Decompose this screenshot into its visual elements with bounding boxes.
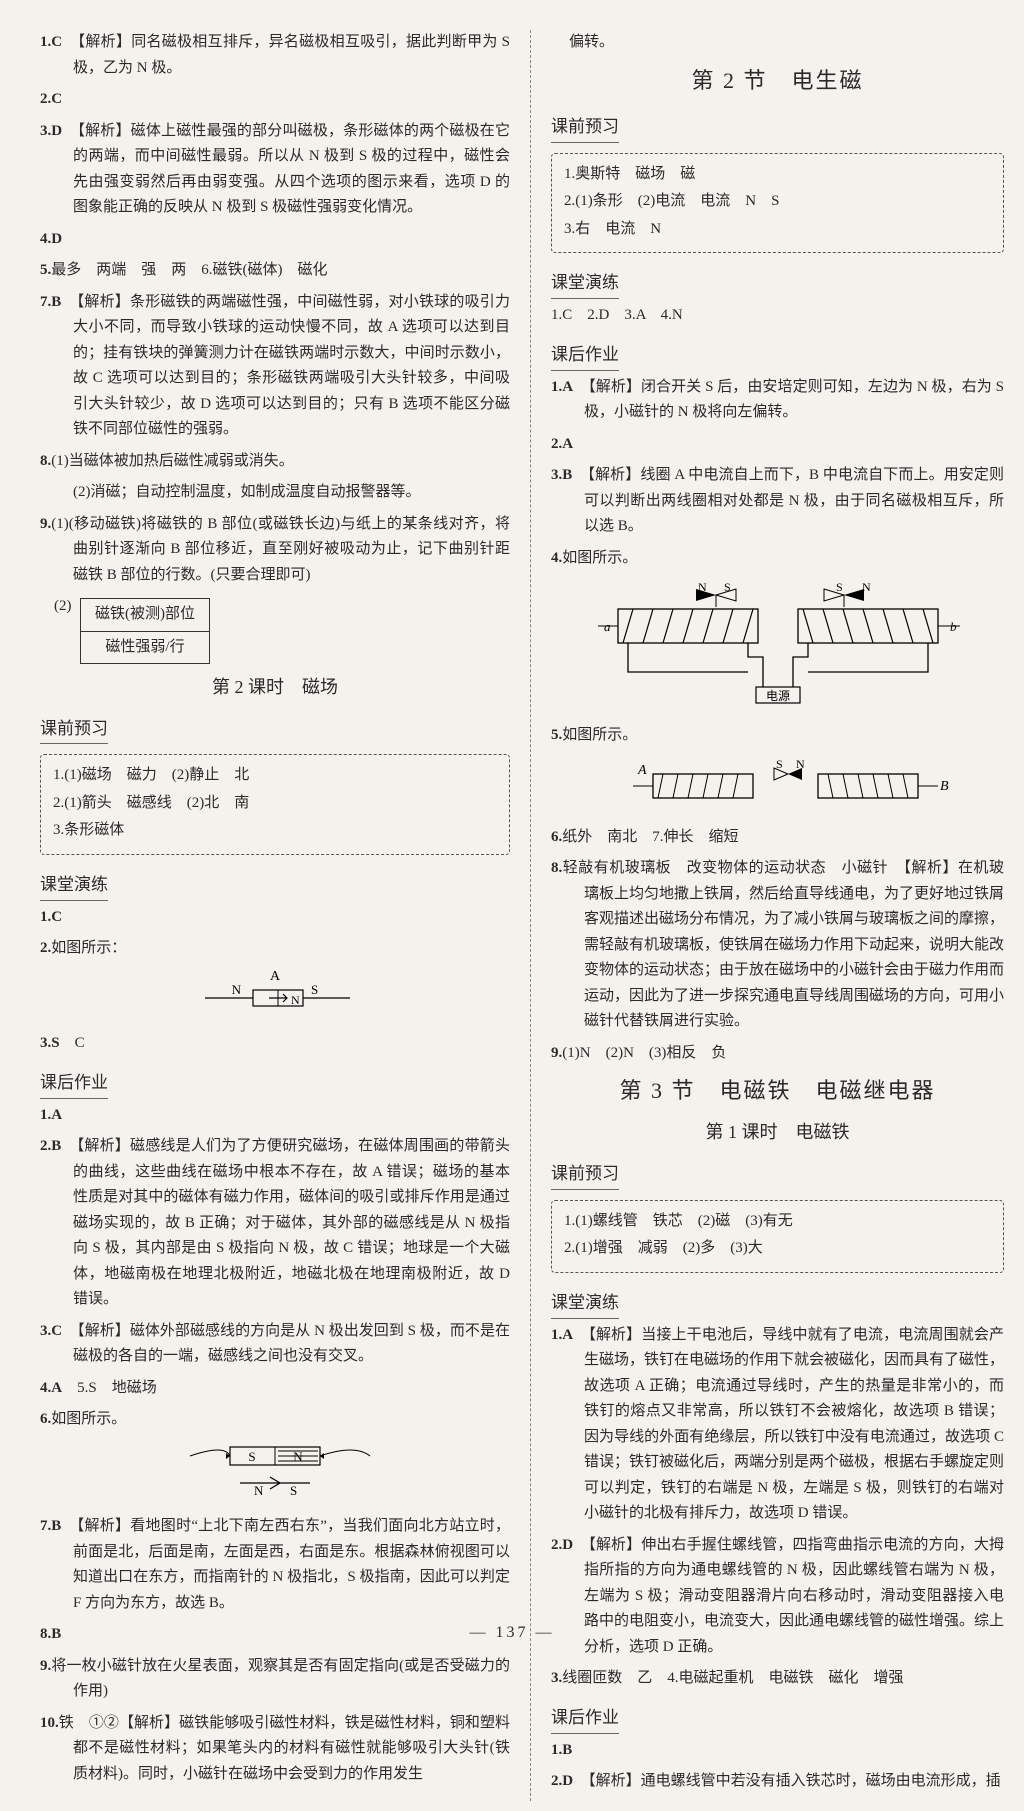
table-cell: 磁性强弱/行	[81, 631, 210, 664]
q9-2-label: (2)	[40, 594, 80, 620]
svg-text:N: N	[254, 1483, 264, 1498]
h7: 7.B 【解析】看地图时“上北下南左西右东”，当我们面向北方站立时，前面是北，后…	[40, 1514, 510, 1616]
r3-pre-line: 2.(1)增强 减弱 (2)多 (3)大	[564, 1236, 991, 1262]
svg-text:S: S	[290, 1483, 297, 1498]
q3d: 3.D 【解析】磁体上磁性最强的部分叫磁极，条形磁体的两个磁极在它的两端，而中间…	[40, 119, 510, 221]
r-preview-head: 课前预习	[551, 113, 619, 143]
h10: 10.铁 ①②【解析】磁铁能够吸引磁性材料，铁是磁性材料，铜和塑料都不是磁性材料…	[40, 1711, 510, 1788]
q8-2: (2)消磁；自动控制温度，如制成温度自动报警器等。	[40, 480, 510, 506]
q7b: 7.B 【解析】条形磁铁的两端磁性强，中间磁性弱，对小铁球的吸引力大小不同，而导…	[40, 290, 510, 443]
fig6: S N N S	[40, 1439, 510, 1509]
r3c3: 3.线圈匝数 乙 4.电磁起重机 电磁铁 磁化 增强	[551, 1666, 1004, 1692]
r-hw-head: 课后作业	[551, 341, 619, 371]
rh6: 6.纸外 南北 7.伸长 缩短	[551, 825, 1004, 851]
r3-hw-head: 课后作业	[551, 1704, 619, 1734]
lesson2-title: 第 2 课时 磁场	[40, 672, 510, 703]
r-class-line: 1.C 2.D 3.A 4.N	[551, 303, 1004, 329]
svg-text:N: N	[232, 982, 242, 997]
sec3-title: 第 3 节 电磁铁 电磁继电器	[551, 1072, 1004, 1109]
fig2-A: A	[270, 969, 281, 984]
cont: 偏转。	[551, 30, 1004, 56]
r3-preview-head: 课前预习	[551, 1160, 619, 1190]
q1c: 1.C 【解析】同名磁极相互排斥，异名磁极相互吸引，据此判断甲为 S 极，乙为 …	[40, 30, 510, 81]
rh8: 8.轻敲有机玻璃板 改变物体的运动状态 小磁针 【解析】在机玻璃板上均匀地撒上铁…	[551, 856, 1004, 1035]
r-pre-line: 1.奥斯特 磁场 磁	[564, 162, 991, 188]
fig5: A S N B	[551, 754, 1004, 819]
r-pre-line: 3.右 电流 N	[564, 217, 991, 243]
fig4: N S S N a	[551, 577, 1004, 717]
fig4-src: 电源	[765, 689, 789, 703]
lesson1-title: 第 1 课时 电磁铁	[551, 1117, 1004, 1148]
svg-text:S: S	[311, 982, 318, 997]
table-cell: 磁铁(被测)部位	[81, 599, 210, 632]
r-class-head: 课堂演练	[551, 269, 619, 299]
r3-preview-box: 1.(1)螺线管 铁芯 (2)磁 (3)有无 2.(1)增强 减弱 (2)多 (…	[551, 1200, 1004, 1273]
svg-text:A: A	[637, 763, 647, 778]
rh3: 3.B 【解析】线圈 A 中电流自上而下，B 中电流自下而上。用安定则可以判断出…	[551, 463, 1004, 540]
r-pre-line: 2.(1)条形 (2)电流 电流 N S	[564, 189, 991, 215]
h3: 3.C 【解析】磁体外部磁感线的方向是从 N 极出发回到 S 极，而不是在磁极的…	[40, 1319, 510, 1370]
column-divider	[530, 30, 531, 1801]
rh5: 5.如图所示。	[551, 723, 1004, 749]
svg-text:S: S	[836, 580, 843, 594]
pre-line: 2.(1)箭头 磁感线 (2)北 南	[53, 791, 497, 817]
rh4: 4.如图所示。	[551, 546, 1004, 572]
r3h2: 2.D 【解析】通电螺线管中若没有插入铁芯时，磁场由电流形成，插	[551, 1769, 1004, 1795]
svg-text:N: N	[291, 993, 300, 1007]
h1: 1.A	[40, 1103, 510, 1129]
r3c1: 1.A 【解析】当接上干电池后，导线中就有了电流，电流周围就会产生磁场，铁钉在电…	[551, 1323, 1004, 1527]
pre-line: 1.(1)磁场 磁力 (2)静止 北	[53, 763, 497, 789]
pre-line: 3.条形磁体	[53, 818, 497, 844]
class-head: 课堂演练	[40, 871, 108, 901]
hw-head: 课后作业	[40, 1069, 108, 1099]
h2: 2.B 【解析】磁感线是人们为了方便研究磁场，在磁体周围画的带箭头的曲线，这些曲…	[40, 1134, 510, 1313]
c1: 1.C	[40, 905, 510, 931]
preview-box: 1.(1)磁场 磁力 (2)静止 北 2.(1)箭头 磁感线 (2)北 南 3.…	[40, 754, 510, 855]
fig2: A N N S	[40, 968, 510, 1026]
q8-1: 8.(1)当磁体被加热后磁性减弱或消失。	[40, 449, 510, 475]
rh2: 2.A	[551, 432, 1004, 458]
sec2-title: 第 2 节 电生磁	[551, 62, 1004, 99]
h9: 9.将一枚小磁针放在火星表面，观察其是否有固定指向(或是否受磁力的作用)	[40, 1654, 510, 1705]
left-column: 1.C 【解析】同名磁极相互排斥，异名磁极相互吸引，据此判断甲为 S 极，乙为 …	[40, 30, 510, 1801]
h4: 4.A 5.S 地磁场	[40, 1376, 510, 1402]
c3: 3.S C	[40, 1031, 510, 1057]
rh1: 1.A 【解析】闭合开关 S 后，由安培定则可知，左边为 N 极，右为 S 极，…	[551, 375, 1004, 426]
svg-text:B: B	[940, 779, 949, 794]
rh9: 9.(1)N (2)N (3)相反 负	[551, 1041, 1004, 1067]
q4d: 4.D	[40, 227, 510, 253]
q5: 5.最多 两端 强 两 6.磁铁(磁体) 磁化	[40, 258, 510, 284]
r3h1: 1.B	[551, 1738, 1004, 1764]
right-column: 偏转。 第 2 节 电生磁 课前预习 1.奥斯特 磁场 磁 2.(1)条形 (2…	[551, 30, 1004, 1801]
q2c: 2.C	[40, 87, 510, 113]
preview-head: 课前预习	[40, 715, 108, 745]
r3-class-head: 课堂演练	[551, 1289, 619, 1319]
q9-table: 磁铁(被测)部位 磁性强弱/行	[80, 598, 210, 664]
h6: 6.如图所示。	[40, 1407, 510, 1433]
r3-pre-line: 1.(1)螺线管 铁芯 (2)磁 (3)有无	[564, 1209, 991, 1235]
r-preview-box: 1.奥斯特 磁场 磁 2.(1)条形 (2)电流 电流 N S 3.右 电流 N	[551, 153, 1004, 254]
c2: 2.如图所示：	[40, 936, 510, 962]
q9-1: 9.(1)(移动磁铁)将磁铁的 B 部位(或磁铁长边)与纸上的某条线对齐，将曲别…	[40, 512, 510, 589]
svg-text:S: S	[248, 1449, 255, 1464]
page-number: — 137 —	[0, 1619, 1024, 1646]
